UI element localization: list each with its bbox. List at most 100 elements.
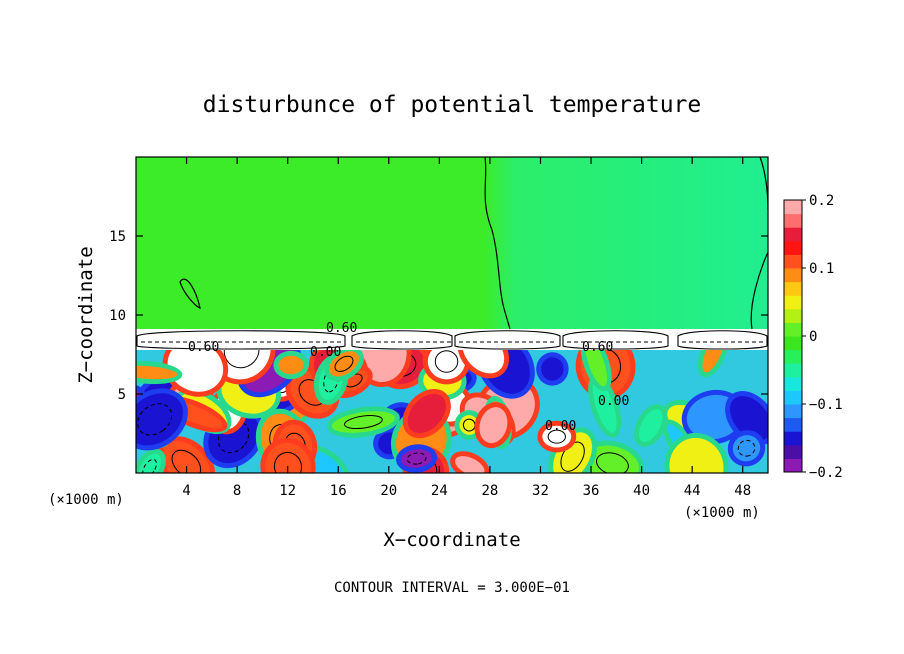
eddy-core bbox=[167, 350, 224, 392]
x-tick-label: 48 bbox=[734, 483, 751, 499]
colorbar-swatch bbox=[784, 444, 802, 459]
upper-contour bbox=[179, 278, 201, 309]
colorbar-tick-label: 0 bbox=[809, 329, 817, 345]
eddy-core bbox=[278, 355, 304, 375]
eddy-core bbox=[669, 437, 724, 473]
colorbar-swatch bbox=[784, 227, 802, 242]
colorbar-swatch bbox=[784, 376, 802, 391]
colorbar-swatch bbox=[784, 322, 802, 337]
eddy-contour bbox=[560, 441, 585, 472]
eddy-core bbox=[585, 350, 608, 387]
eddy-core bbox=[639, 409, 663, 443]
x-unit-left: (×1000 m) bbox=[48, 492, 124, 508]
eddy-contour bbox=[737, 439, 756, 457]
eddy-contour bbox=[171, 449, 202, 473]
eddy-core bbox=[427, 350, 466, 380]
eddy-core bbox=[459, 415, 479, 435]
upper-contour bbox=[484, 157, 511, 330]
eddy-core bbox=[541, 357, 564, 381]
eddy-contour bbox=[142, 458, 158, 473]
eddy-contour bbox=[273, 451, 303, 473]
eddy-contour bbox=[596, 452, 629, 473]
x-tick-label: 16 bbox=[330, 483, 347, 499]
colorbar-tick-label: 0.1 bbox=[809, 261, 834, 277]
colorbar-tick-label: −0.1 bbox=[809, 397, 843, 413]
contour-label: 0.00 bbox=[545, 419, 576, 434]
band-contour bbox=[454, 330, 561, 350]
contour-interval-footer: CONTOUR INTERVAL = 3.000E−01 bbox=[334, 580, 570, 596]
eddy-contour bbox=[223, 350, 260, 369]
eddy-core bbox=[542, 425, 572, 448]
x-tick-label: 36 bbox=[583, 483, 600, 499]
colorbar-swatch bbox=[784, 404, 802, 419]
colorbar-swatch bbox=[784, 213, 802, 228]
contour-label: 0.60 bbox=[188, 340, 219, 355]
x-axis-title: X−coordinate bbox=[383, 529, 520, 551]
contour-label: 0.60 bbox=[582, 340, 613, 355]
colorbar-swatch bbox=[784, 200, 802, 215]
eddy-contour bbox=[334, 355, 354, 372]
band-contours bbox=[136, 330, 768, 350]
eddy-core bbox=[462, 350, 505, 374]
colorbar-swatch bbox=[784, 417, 802, 432]
band-contour bbox=[136, 330, 346, 350]
y-tick-label: 5 bbox=[118, 387, 126, 403]
eddy-contour bbox=[462, 418, 476, 432]
band-contour bbox=[351, 330, 453, 350]
contour-label: 0.00 bbox=[598, 394, 629, 409]
plot-area: 0.60 0.60 0.60 0.00 0.00 0.00 bbox=[136, 157, 768, 473]
eddy-core bbox=[592, 379, 617, 433]
eddy-core bbox=[136, 365, 178, 380]
x-tick-label: 32 bbox=[532, 483, 549, 499]
y-axis: 5 10 15 bbox=[109, 229, 768, 403]
band-contour bbox=[677, 330, 768, 350]
eddy-contour bbox=[547, 429, 566, 444]
contour-label: 0.00 bbox=[310, 345, 341, 360]
x-tick-label: 28 bbox=[481, 483, 498, 499]
contour-label: 0.60 bbox=[326, 321, 357, 336]
colorbar-tick-label: 0.2 bbox=[809, 193, 834, 209]
colorbar: 0.2 0.1 0 −0.1 −0.2 bbox=[783, 193, 843, 481]
contour-labels: 0.60 0.60 0.60 0.00 0.00 0.00 bbox=[188, 321, 629, 434]
x-tick-label: 24 bbox=[431, 483, 448, 499]
band-contour bbox=[562, 330, 669, 350]
colorbar-swatch bbox=[784, 254, 802, 269]
colorbar-swatch bbox=[784, 349, 802, 364]
y-tick-label: 10 bbox=[109, 308, 126, 324]
eddy-core bbox=[702, 350, 725, 373]
colorbar-swatch bbox=[784, 363, 802, 378]
colorbar-swatch bbox=[784, 268, 802, 283]
y-tick-label: 15 bbox=[109, 229, 126, 245]
colorbar-swatch bbox=[784, 281, 802, 296]
chart-title: disturbunce of potential temperature bbox=[203, 92, 702, 118]
x-tick-label: 40 bbox=[633, 483, 650, 499]
colorbar-swatch bbox=[784, 431, 802, 446]
x-axis: 4 8 12 16 20 24 28 32 36 40 44 48 bbox=[182, 157, 751, 499]
colorbar-swatch bbox=[784, 308, 802, 323]
eddy-core bbox=[407, 393, 446, 434]
eddy-core bbox=[479, 407, 508, 444]
eddy-contour bbox=[406, 452, 427, 465]
eddy-core bbox=[358, 350, 407, 383]
eddy-contour bbox=[434, 350, 459, 373]
x-unit-right: (×1000 m) bbox=[684, 505, 760, 521]
upper-layer-field bbox=[136, 157, 768, 329]
y-axis-title: Z−coordinate bbox=[75, 246, 97, 383]
colorbar-swatch bbox=[784, 240, 802, 255]
eddy-core bbox=[401, 449, 433, 468]
eddy-contour bbox=[137, 403, 173, 436]
x-tick-label: 12 bbox=[279, 483, 296, 499]
eddy-core bbox=[136, 393, 183, 446]
eddy-contour bbox=[217, 420, 250, 454]
colorbar-tick-label: −0.2 bbox=[809, 465, 843, 481]
colorbar-swatch bbox=[784, 295, 802, 310]
x-tick-label: 20 bbox=[380, 483, 397, 499]
colorbar-swatch bbox=[784, 390, 802, 405]
eddy-core bbox=[732, 435, 761, 462]
x-tick-label: 8 bbox=[233, 483, 241, 499]
colorbar-swatch bbox=[784, 458, 802, 473]
eddy-core bbox=[455, 456, 485, 473]
eddy-core bbox=[730, 395, 768, 441]
eddy-field bbox=[136, 350, 768, 473]
